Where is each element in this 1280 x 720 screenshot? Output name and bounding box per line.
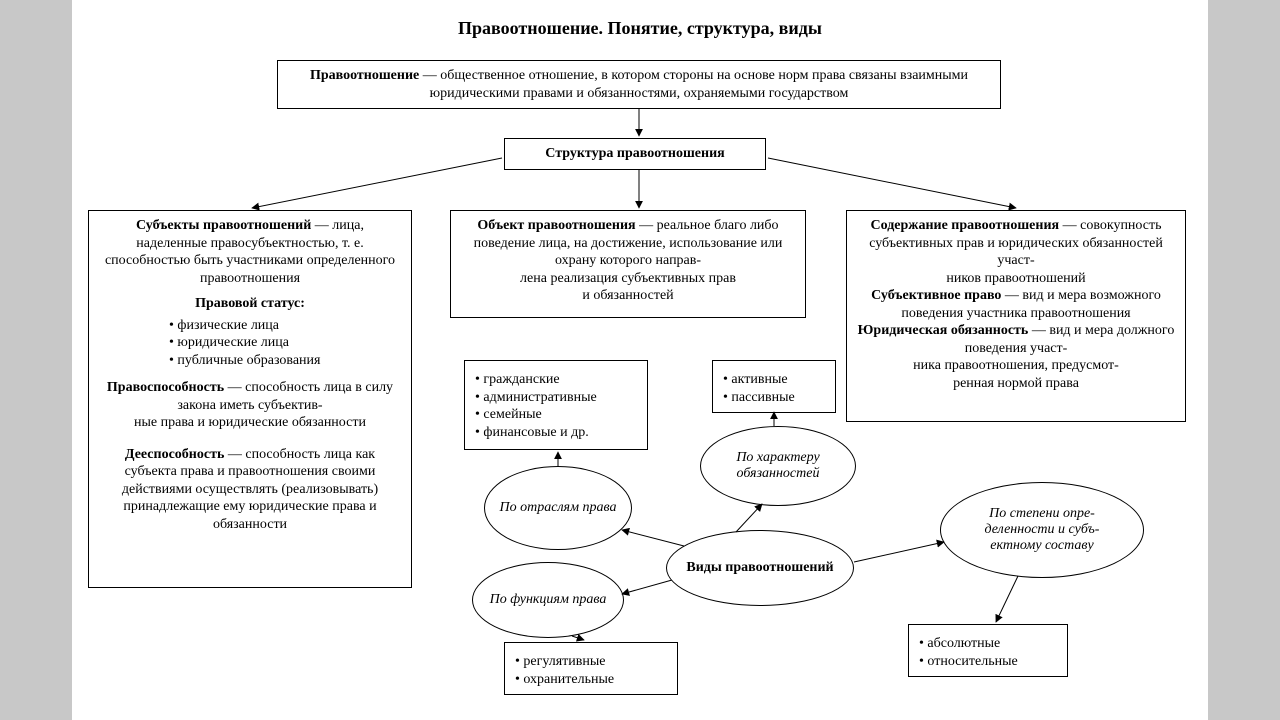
node-list-functions: регулятивныеохранительные — [504, 642, 678, 695]
ellipse-character: По характеру обязанностей — [700, 426, 856, 506]
node-object: Объект правоотношения — реальное благо л… — [450, 210, 806, 318]
node-definition: Правоотношение — общественное отношение,… — [277, 60, 1001, 109]
page-title: Правоотношение. Понятие, структура, виды — [72, 18, 1208, 39]
node-list-character: активныепассивные — [712, 360, 836, 413]
node-subjects: Субъекты правоотношений — лица, наделенн… — [88, 210, 412, 588]
ellipse-types-center: Виды правоотношений — [666, 530, 854, 606]
ellipse-branches: По отраслям права — [484, 466, 632, 550]
ellipse-functions: По функциям права — [472, 562, 624, 638]
node-structure: Структура правоотношения — [504, 138, 766, 170]
node-list-branches: гражданскиеадминистративныесемейныефинан… — [464, 360, 648, 450]
node-list-degree: абсолютныеотносительные — [908, 624, 1068, 677]
ellipse-degree: По степени опре-деленности и субъ-ектном… — [940, 482, 1144, 578]
node-content: Содержание правоотношения — совокупность… — [846, 210, 1186, 422]
diagram-page: Правоотношение. Понятие, структура, виды… — [72, 0, 1208, 720]
